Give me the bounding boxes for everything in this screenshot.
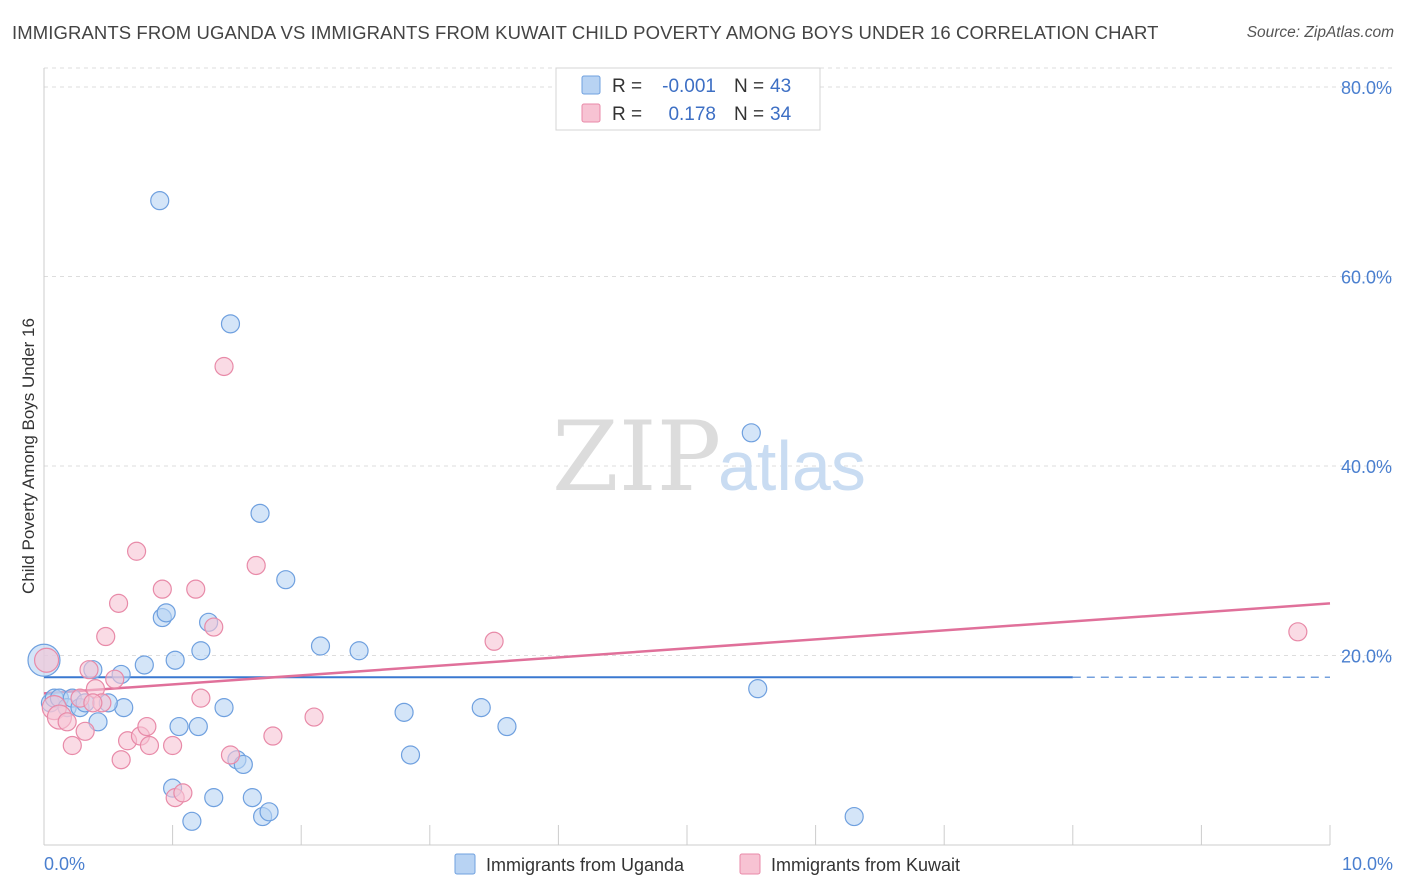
point-uganda: [156, 603, 176, 623]
point-kuwait: [75, 721, 95, 741]
axes-layer: 20.0% 40.0% 60.0% 80.0% 0.0% 10.0%: [43, 68, 1393, 874]
stats-box: R = -0.001 N = 43 R = 0.178 N = 34: [555, 67, 821, 131]
point-kuwait: [62, 735, 82, 756]
stats-r-value-uganda: -0.001: [662, 76, 716, 97]
watermark: ZIP atlas: [552, 401, 866, 513]
point-uganda: [471, 698, 491, 718]
chart-title: IMMIGRANTS FROM UGANDA VS IMMIGRANTS FRO…: [12, 22, 1159, 43]
point-uganda: [191, 641, 211, 661]
stats-r-value-kuwait: 0.178: [668, 104, 716, 125]
point-uganda: [276, 570, 296, 590]
point-kuwait: [108, 593, 129, 613]
legend-swatch-uganda: [454, 853, 476, 875]
stats-swatch-uganda: [581, 75, 601, 95]
point-uganda: [741, 423, 761, 443]
point-uganda: [169, 716, 189, 737]
point-uganda: [242, 788, 262, 808]
point-kuwait: [83, 693, 103, 713]
point-uganda: [188, 716, 208, 737]
trend-line-kuwait: [43, 602, 1331, 695]
watermark-zip: ZIP: [552, 401, 721, 513]
point-uganda: [310, 636, 331, 656]
point-uganda: [233, 754, 253, 775]
point-kuwait: [304, 707, 324, 727]
point-uganda: [748, 679, 768, 699]
point-uganda: [165, 650, 185, 670]
point-kuwait: [33, 647, 60, 673]
y-tick-label: 40.0%: [1341, 457, 1392, 477]
stats-n-label-uganda: N =: [734, 76, 764, 97]
y-tick-label: 80.0%: [1341, 78, 1392, 98]
point-uganda: [497, 716, 517, 737]
point-uganda: [844, 806, 864, 827]
point-uganda: [150, 191, 170, 211]
stats-r-label-kuwait: R =: [612, 104, 642, 125]
legend-label-uganda: Immigrants from Uganda: [486, 855, 685, 875]
stats-n-label-kuwait: N =: [734, 104, 764, 125]
legend: Immigrants from Uganda Immigrants from K…: [454, 853, 960, 875]
point-uganda: [400, 745, 421, 765]
point-kuwait: [111, 750, 131, 770]
point-kuwait: [214, 356, 234, 377]
point-kuwait: [191, 688, 211, 708]
grid-layer: [44, 67, 1392, 656]
point-kuwait: [246, 555, 266, 576]
point-kuwait: [220, 745, 241, 765]
stats-n-value-kuwait: 34: [770, 104, 792, 125]
x-tick-label: 0.0%: [44, 854, 85, 874]
point-kuwait: [139, 735, 160, 756]
point-kuwait: [204, 617, 224, 637]
point-uganda: [88, 712, 108, 732]
point-uganda: [204, 788, 224, 808]
point-kuwait: [484, 631, 504, 651]
point-uganda: [259, 802, 279, 822]
point-uganda: [394, 702, 414, 722]
watermark-atlas: atlas: [718, 427, 866, 505]
point-kuwait: [163, 735, 183, 756]
x-tick-label: 10.0%: [1342, 854, 1393, 874]
point-kuwait: [105, 669, 125, 689]
point-uganda: [349, 641, 369, 661]
y-tick-label: 60.0%: [1341, 267, 1392, 287]
y-axis-label: Child Poverty Among Boys Under 16: [19, 318, 38, 594]
point-uganda: [134, 655, 154, 675]
point-kuwait: [263, 726, 283, 746]
point-kuwait: [1288, 622, 1308, 642]
trend-lines: [43, 602, 1331, 695]
data-points: [27, 191, 1308, 831]
stats-n-value-uganda: 43: [770, 76, 791, 97]
point-kuwait: [152, 579, 172, 599]
source-credit: Source: ZipAtlas.com: [1246, 24, 1394, 41]
point-kuwait: [96, 626, 116, 647]
stats-r-label-uganda: R =: [612, 76, 642, 97]
point-uganda: [250, 503, 270, 523]
legend-swatch-kuwait: [739, 853, 761, 875]
point-kuwait: [79, 660, 99, 680]
point-uganda: [220, 314, 241, 334]
point-kuwait: [57, 712, 77, 732]
point-uganda: [182, 811, 202, 831]
point-kuwait: [126, 541, 147, 561]
legend-label-kuwait: Immigrants from Kuwait: [771, 855, 960, 875]
point-uganda: [214, 698, 234, 718]
point-kuwait: [173, 783, 193, 803]
point-kuwait: [186, 579, 206, 599]
point-kuwait: [137, 716, 157, 737]
y-tick-label: 20.0%: [1341, 646, 1392, 666]
stats-swatch-kuwait: [581, 103, 601, 123]
